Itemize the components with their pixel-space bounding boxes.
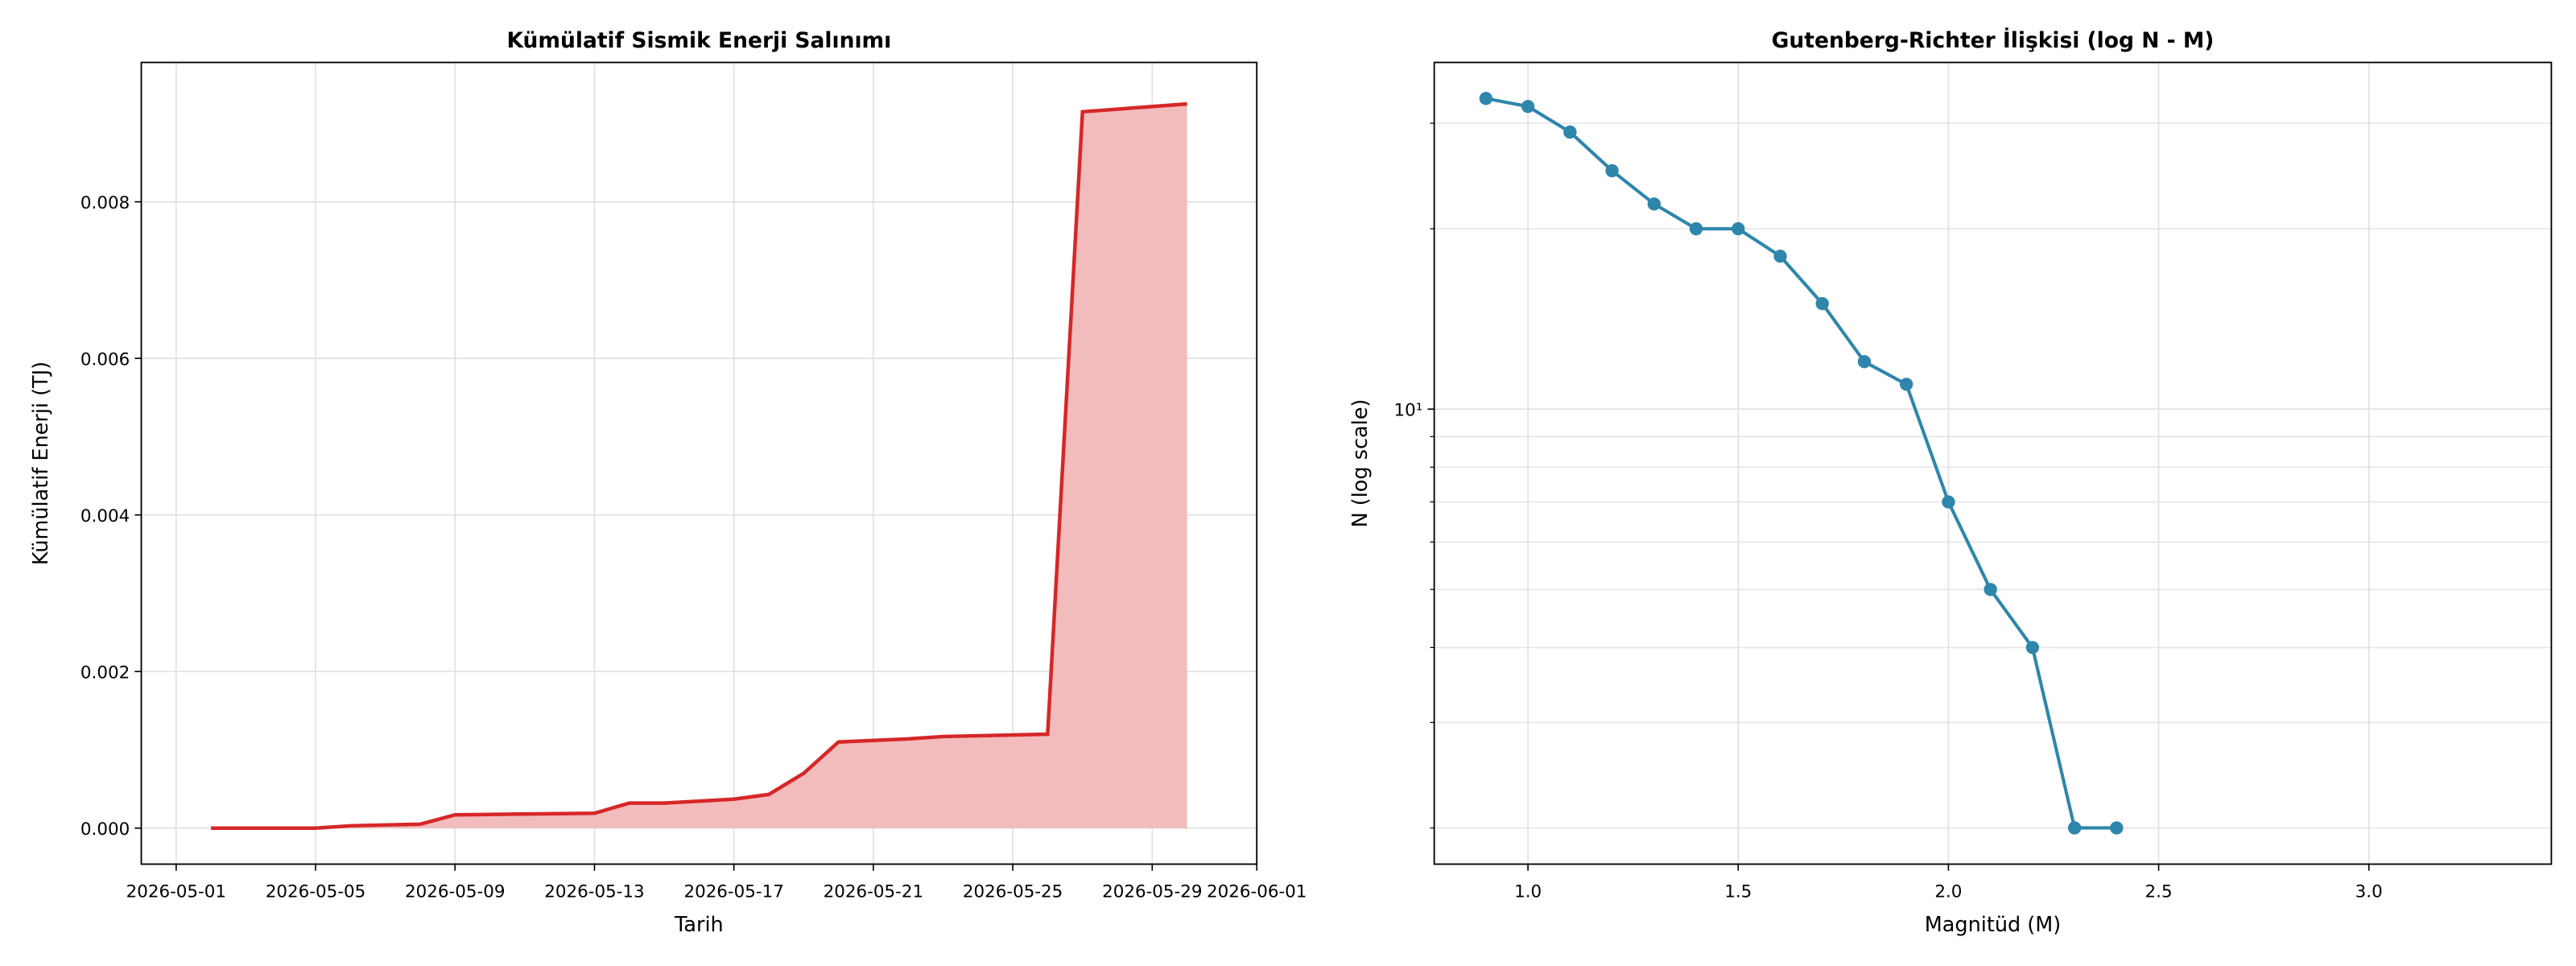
x-tick-label: 2026-05-01 bbox=[126, 881, 226, 902]
x-tick-label: 2026-05-13 bbox=[544, 881, 644, 902]
x-tick-label: 2026-05-05 bbox=[266, 881, 365, 902]
x-tick-label: 2026-05-25 bbox=[963, 881, 1063, 902]
x-axis-label: Tarih bbox=[674, 913, 724, 937]
marker bbox=[1521, 100, 1535, 114]
x-tick-label: 3.0 bbox=[2355, 881, 2383, 902]
marker bbox=[1857, 355, 1872, 369]
x-tick-label: 1.0 bbox=[1514, 881, 1542, 902]
y-tick-label: 0.008 bbox=[80, 193, 130, 213]
x-tick-label: 2026-06-01 bbox=[1207, 881, 1307, 902]
chart-title: Gutenberg-Richter İlişkisi (log N - M) bbox=[1772, 27, 2215, 53]
marker bbox=[1984, 583, 1997, 597]
marker bbox=[1563, 125, 1577, 139]
line bbox=[1485, 97, 2117, 830]
marker bbox=[1942, 495, 1955, 509]
area-fill bbox=[211, 104, 1187, 828]
y-tick-label: 10¹ bbox=[1394, 400, 1423, 420]
marker bbox=[1605, 163, 1619, 178]
x-tick-label: 2026-05-17 bbox=[683, 881, 783, 902]
x-tick-label: 1.5 bbox=[1724, 881, 1752, 902]
marker bbox=[1479, 92, 1493, 105]
x-tick-label: 2026-05-09 bbox=[405, 881, 505, 902]
x-tick-label: 2026-05-21 bbox=[824, 881, 923, 902]
marker bbox=[2025, 641, 2040, 654]
x-tick-label: 2026-05-29 bbox=[1102, 881, 1202, 902]
line bbox=[211, 101, 1187, 830]
x-axis-label: Magnitüd (M) bbox=[1925, 913, 2061, 937]
y-tick-label: 0.002 bbox=[80, 663, 130, 683]
marker bbox=[1647, 197, 1661, 211]
y-axis-label: Kümülatif Enerji (TJ) bbox=[29, 361, 53, 565]
chart-title: Kümülatif Sismik Enerji Salınımı bbox=[506, 28, 891, 53]
marker bbox=[1732, 222, 1745, 236]
plot-frame bbox=[1433, 61, 2553, 865]
marker bbox=[2110, 821, 2124, 835]
y-tick-label: 0.006 bbox=[80, 349, 130, 369]
plot-frame bbox=[140, 61, 1258, 865]
y-tick-label: 0.004 bbox=[80, 506, 130, 526]
y-tick-label: 0.000 bbox=[80, 819, 130, 840]
marker bbox=[1773, 250, 1787, 263]
marker bbox=[1900, 378, 1913, 391]
x-tick-label: 2.5 bbox=[2145, 881, 2173, 902]
marker bbox=[1815, 296, 1829, 311]
x-tick-label: 2.0 bbox=[1934, 881, 1962, 902]
marker bbox=[2067, 821, 2082, 835]
marker bbox=[1689, 222, 1703, 236]
y-axis-label: N (log scale) bbox=[1348, 399, 1373, 528]
